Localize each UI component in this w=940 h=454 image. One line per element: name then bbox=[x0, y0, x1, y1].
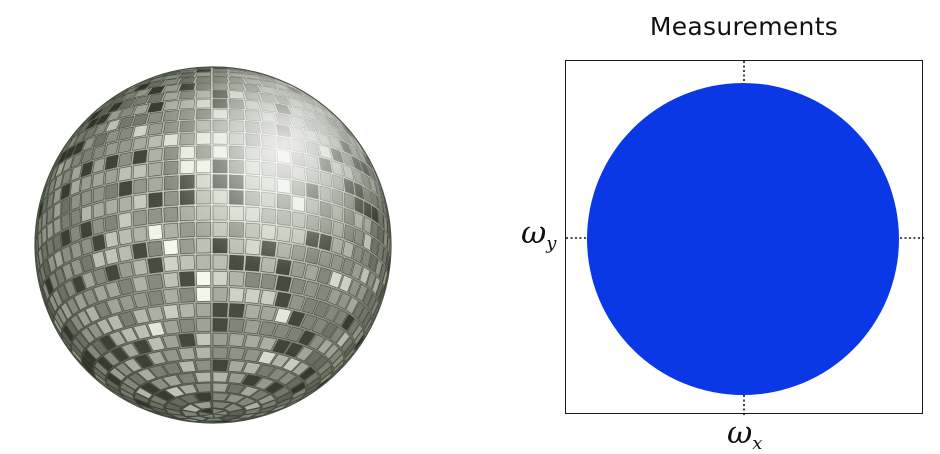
disco-ball-image bbox=[28, 60, 398, 430]
measurement-frame bbox=[565, 60, 924, 415]
measurement-disk bbox=[587, 83, 899, 395]
omega-x-label: ωx bbox=[727, 415, 763, 454]
panel-title: Measurements bbox=[649, 12, 839, 41]
omega-y-label: ωy bbox=[521, 215, 557, 254]
